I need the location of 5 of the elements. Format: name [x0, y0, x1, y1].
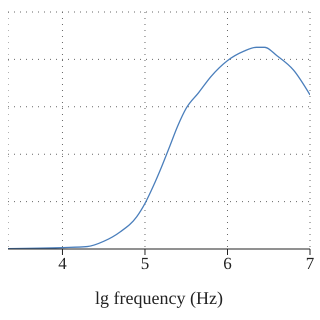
- x-tick-label: 5: [140, 254, 150, 274]
- x-tick-label: 4: [58, 254, 68, 274]
- x-axis-title: lg frequency (Hz): [95, 288, 223, 308]
- x-tick-label: 6: [223, 254, 232, 274]
- x-tick-label: 7: [306, 254, 315, 274]
